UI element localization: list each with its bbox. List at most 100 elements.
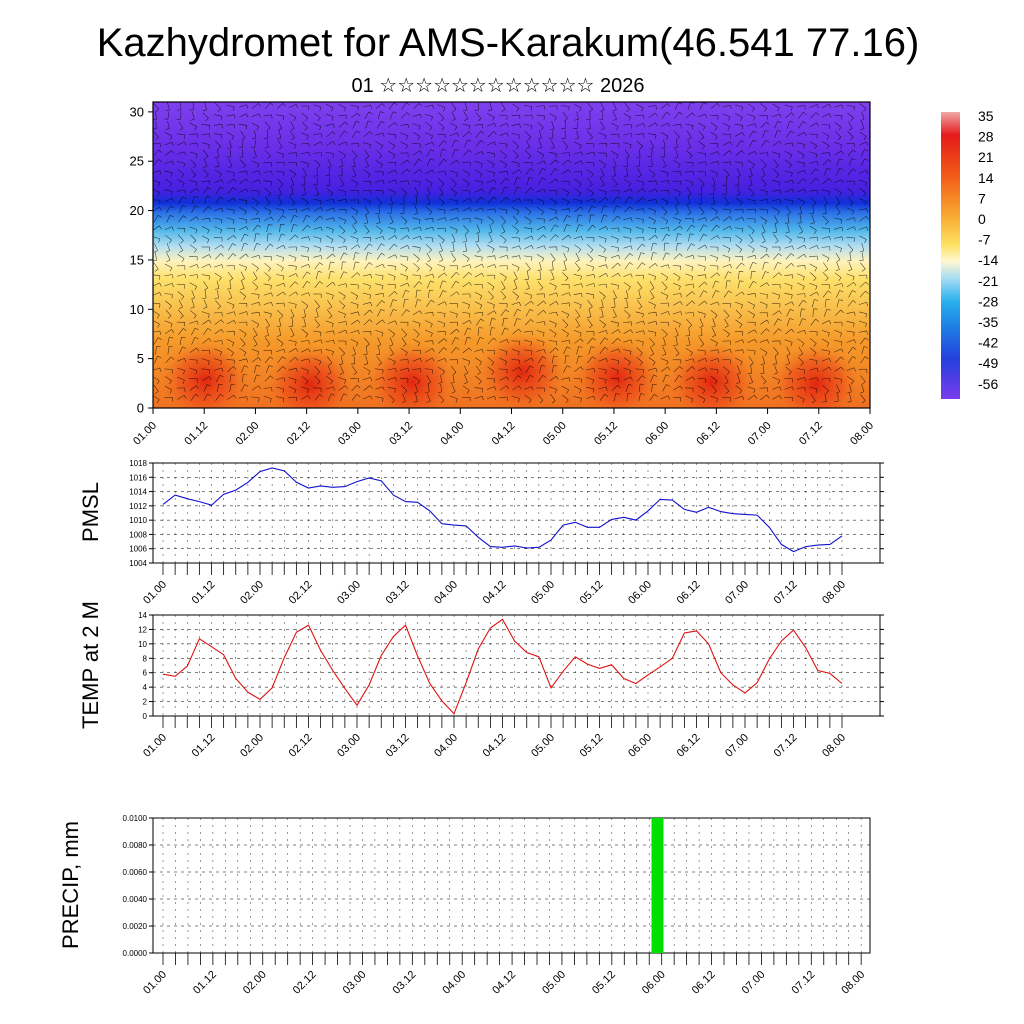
wind-barb bbox=[562, 215, 568, 223]
wind-barb bbox=[717, 349, 719, 354]
wind-barb bbox=[395, 368, 397, 373]
wind-barb bbox=[864, 356, 869, 360]
wind-barb bbox=[574, 366, 581, 372]
wind-barb bbox=[494, 179, 497, 184]
wind-barb bbox=[351, 149, 358, 157]
wind-barb bbox=[585, 143, 595, 145]
wind-barb bbox=[474, 217, 483, 221]
wind-barb bbox=[554, 286, 557, 291]
wind-barb bbox=[599, 291, 606, 297]
wind-barb bbox=[662, 252, 667, 261]
wind-barb bbox=[290, 215, 295, 223]
wind-barb bbox=[548, 340, 557, 342]
wind-barb bbox=[754, 350, 756, 355]
wind-barb bbox=[432, 141, 435, 146]
wind-barb bbox=[565, 277, 569, 282]
wind-barb bbox=[549, 347, 556, 354]
wind-barb bbox=[437, 391, 442, 393]
wind-barb bbox=[649, 346, 655, 355]
wind-barb bbox=[375, 141, 383, 146]
wind-barb bbox=[400, 263, 408, 269]
wind-barb bbox=[660, 395, 669, 400]
wind-barb bbox=[822, 159, 829, 166]
wind-barb bbox=[362, 274, 371, 277]
wind-barb bbox=[288, 254, 297, 259]
wind-barb bbox=[308, 358, 310, 363]
wind-barb bbox=[215, 102, 221, 110]
wind-barb bbox=[775, 174, 779, 178]
wind-barb bbox=[278, 327, 282, 336]
y-tick-label: 1018 bbox=[129, 459, 147, 468]
wind-barb bbox=[772, 395, 780, 400]
wind-barb bbox=[462, 282, 470, 288]
wind-barb bbox=[511, 114, 520, 117]
wind-barb bbox=[171, 172, 173, 177]
wind-barb bbox=[327, 299, 333, 307]
wind-barb bbox=[536, 160, 545, 165]
wind-barb bbox=[803, 299, 807, 303]
wind-barb bbox=[271, 292, 273, 297]
wind-barb bbox=[477, 118, 482, 122]
wind-barb bbox=[169, 267, 173, 272]
wind-barb bbox=[549, 301, 557, 306]
wind-barb bbox=[452, 108, 457, 112]
wind-barb bbox=[357, 106, 359, 111]
wind-barb bbox=[513, 288, 517, 290]
wind-barb bbox=[784, 386, 793, 390]
wind-barb bbox=[667, 103, 671, 107]
wind-barb bbox=[592, 294, 595, 299]
wind-barb bbox=[511, 255, 520, 258]
wind-barb bbox=[593, 198, 596, 203]
wind-barb bbox=[790, 285, 793, 290]
wind-barb bbox=[424, 141, 433, 146]
wind-barb bbox=[204, 289, 207, 299]
wind-barb bbox=[208, 319, 212, 324]
wind-barb bbox=[305, 333, 309, 338]
wind-barb bbox=[663, 287, 668, 291]
wind-barb bbox=[276, 396, 284, 399]
x-tick-label: 05.00 bbox=[529, 732, 557, 760]
wind-barb bbox=[164, 189, 173, 192]
wind-barb bbox=[710, 358, 718, 362]
wind-barb bbox=[191, 205, 196, 214]
wind-barb bbox=[561, 188, 569, 193]
wind-barb bbox=[586, 169, 594, 175]
wind-barb bbox=[754, 123, 757, 128]
wind-barb bbox=[541, 365, 546, 367]
wind-barb bbox=[678, 286, 681, 291]
wind-barb bbox=[214, 169, 222, 175]
wind-barb bbox=[332, 153, 334, 158]
wind-barb bbox=[332, 351, 334, 356]
wind-barb bbox=[680, 311, 683, 316]
wind-barb bbox=[206, 239, 210, 244]
wind-barb bbox=[438, 112, 445, 119]
wind-barb bbox=[407, 235, 410, 239]
wind-barb bbox=[641, 262, 646, 266]
wind-barb bbox=[263, 180, 272, 182]
wind-barb bbox=[412, 180, 421, 183]
wind-barb bbox=[450, 347, 457, 354]
wind-barb bbox=[834, 366, 842, 372]
wind-barb bbox=[232, 219, 235, 224]
wind-barb bbox=[389, 309, 394, 317]
wind-barb bbox=[430, 323, 433, 328]
wind-barb bbox=[394, 388, 396, 393]
wind-barb bbox=[338, 376, 346, 381]
wind-barb bbox=[352, 175, 357, 178]
wind-barb bbox=[234, 114, 236, 119]
wind-barb bbox=[539, 287, 544, 291]
wind-barb bbox=[326, 131, 333, 138]
wind-barb bbox=[474, 291, 483, 297]
wind-barb bbox=[365, 212, 369, 216]
wind-barb bbox=[766, 328, 770, 332]
wind-barb bbox=[777, 380, 780, 385]
wind-barb bbox=[462, 123, 470, 126]
wind-barb bbox=[677, 233, 682, 235]
wind-barb bbox=[524, 300, 532, 306]
wind-barb bbox=[699, 224, 704, 232]
wind-barb bbox=[716, 257, 719, 262]
wind-barb bbox=[635, 311, 644, 315]
wind-barb bbox=[514, 280, 518, 289]
wind-barb bbox=[362, 104, 371, 108]
wind-barb bbox=[741, 150, 745, 154]
